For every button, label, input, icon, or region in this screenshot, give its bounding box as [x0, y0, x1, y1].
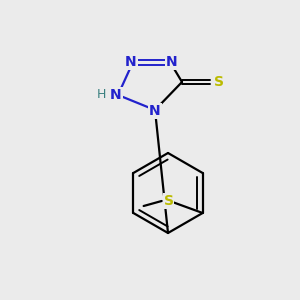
Text: N: N: [166, 55, 178, 69]
Text: N: N: [110, 88, 122, 102]
Text: H: H: [96, 88, 106, 101]
Text: S: S: [164, 194, 174, 208]
Text: N: N: [125, 55, 137, 69]
Text: S: S: [214, 75, 224, 89]
Text: N: N: [149, 104, 161, 118]
